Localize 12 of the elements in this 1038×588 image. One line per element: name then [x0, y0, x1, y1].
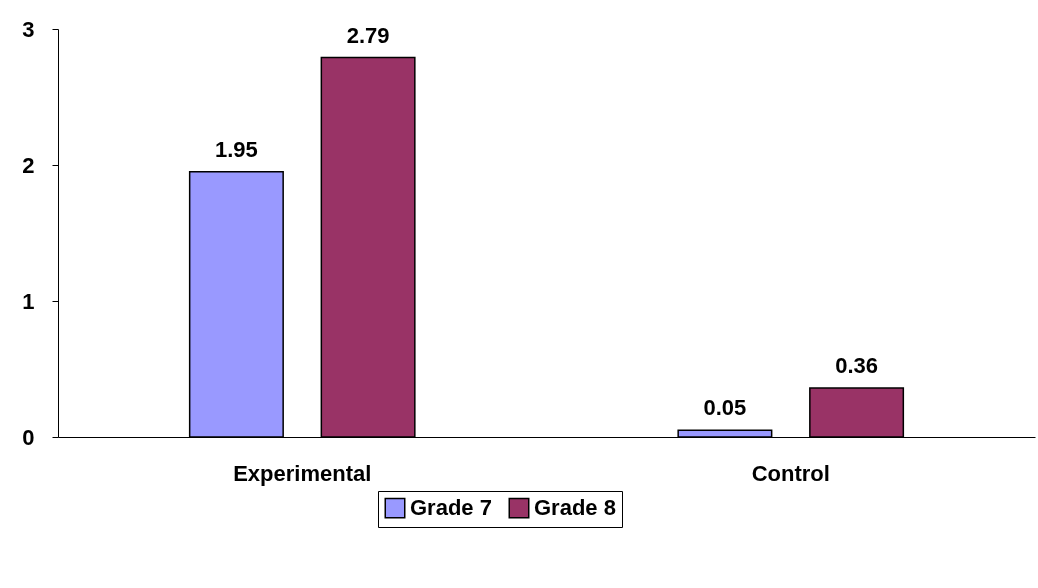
- y-tick-label: 3: [22, 16, 35, 42]
- legend-label: Grade 8: [534, 495, 616, 521]
- y-tick-label: 2: [22, 152, 35, 178]
- data-label: 0.36: [835, 353, 878, 379]
- legend-label: Grade 7: [410, 495, 492, 521]
- data-label: 0.05: [703, 395, 747, 421]
- y-tick-label: 0: [22, 424, 35, 450]
- data-label: 1.95: [215, 136, 258, 162]
- data-label: 2.79: [346, 22, 390, 48]
- x-tick-label: Experimental: [233, 460, 372, 486]
- x-tick-label: Control: [751, 460, 830, 486]
- y-tick-label: 1: [22, 288, 35, 314]
